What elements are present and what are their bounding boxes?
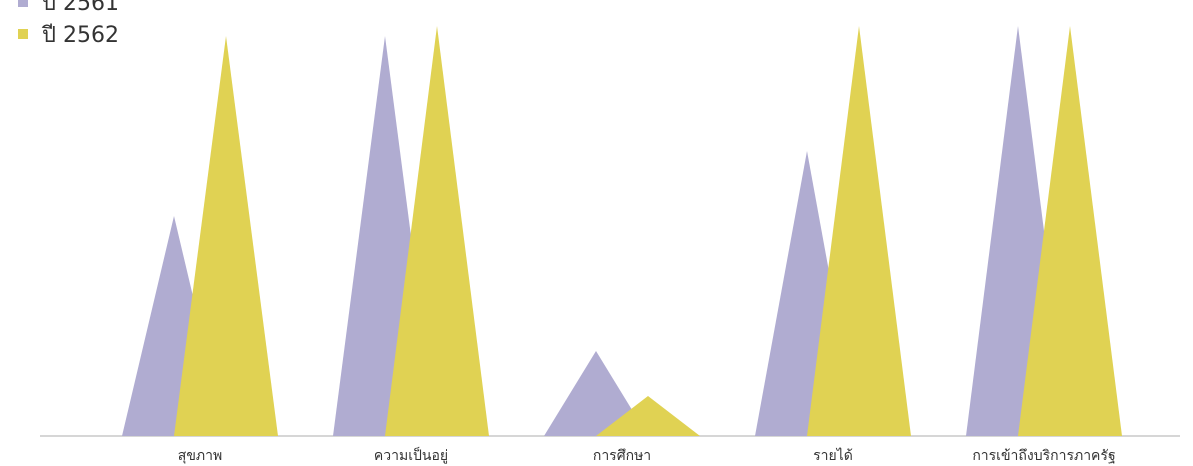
- x-tick-label-4: รายได้: [813, 447, 853, 464]
- x-tick-label-1: สุขภาพ: [178, 448, 222, 464]
- legend-item-series-2[interactable]: ปี 2562: [18, 18, 119, 50]
- bar-series-2-4[interactable]: [807, 26, 911, 436]
- bar-series-2-1[interactable]: [174, 36, 278, 436]
- bar-series-2-3[interactable]: [596, 396, 700, 436]
- legend-swatch-series-2: [18, 29, 28, 39]
- x-tick-label-5: การเข้าถึงบริการภาครัฐ: [972, 448, 1115, 464]
- bar-series-1-3[interactable]: [544, 351, 648, 436]
- legend-swatch-series-1: [18, 0, 28, 7]
- legend: ปี 2561 ปี 2562: [18, 0, 119, 50]
- x-tick-label-2: ความเป็นอยู่: [374, 446, 448, 464]
- bar-series-2-2[interactable]: [385, 26, 489, 436]
- legend-label-series-1: ปี 2561: [42, 0, 119, 16]
- legend-item-series-1[interactable]: ปี 2561: [18, 0, 119, 18]
- bar-series-2-5[interactable]: [1018, 26, 1122, 436]
- legend-label-series-2: ปี 2562: [42, 22, 119, 48]
- x-tick-label-3: การศึกษา: [593, 448, 651, 464]
